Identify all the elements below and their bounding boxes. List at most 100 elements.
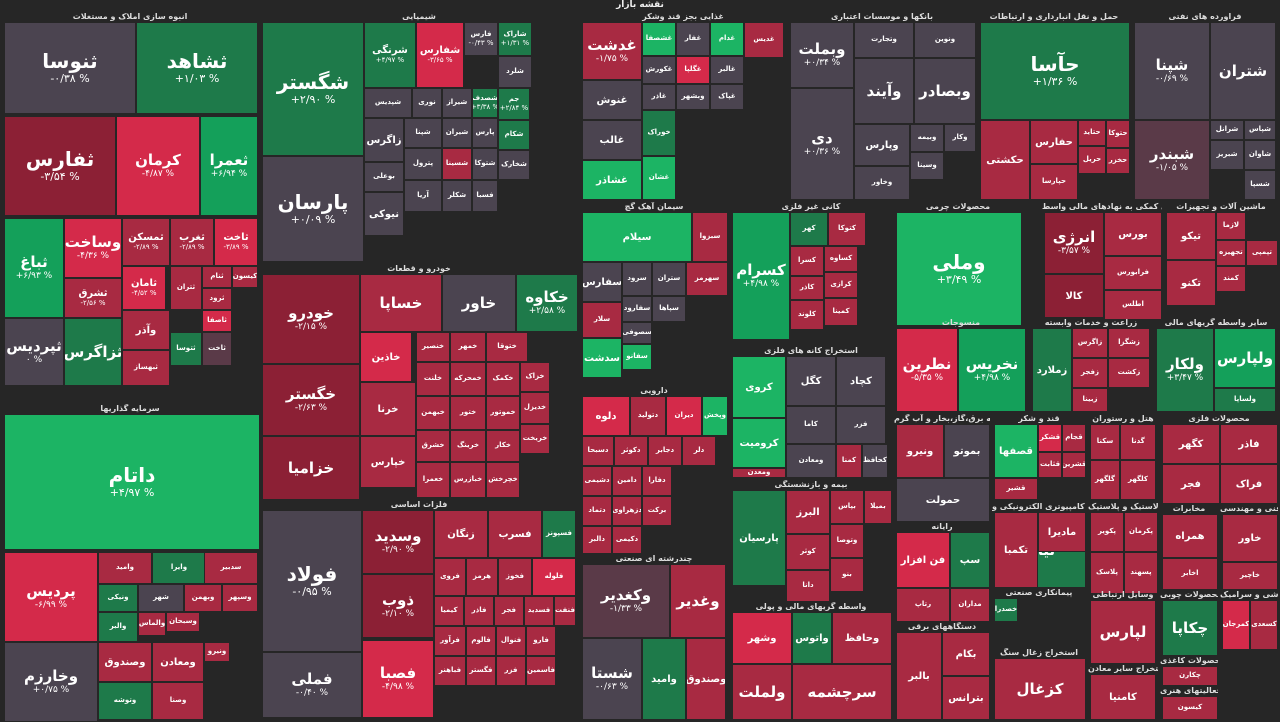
stock-tile[interactable]: آریا [404,180,442,212]
stock-tile[interactable]: ثزاگرس [64,318,122,386]
stock-tile[interactable]: شگستر +۲/۹۰ % [262,22,364,156]
stock-tile[interactable]: ثتران [170,266,202,310]
stock-tile[interactable]: ثاصفا [202,310,232,332]
stock-tile[interactable]: شپنا [404,118,442,148]
stock-tile[interactable]: کلوند [790,300,824,330]
stock-tile[interactable]: کیسون [232,266,258,288]
stock-tile[interactable]: فارس -۰/۴۳ % [464,22,498,56]
stock-tile[interactable]: خمحرکه [450,362,486,396]
stock-tile[interactable]: وامید [98,552,152,584]
stock-tile[interactable]: ونیکی [98,584,138,612]
stock-tile[interactable]: رتاپ [896,588,950,622]
stock-tile[interactable]: شرانل [1210,120,1244,140]
stock-tile[interactable]: دتماد [582,496,612,526]
stock-tile[interactable]: غالبر [710,56,744,84]
stock-tile[interactable]: لازما [1216,212,1246,240]
stock-tile[interactable]: فسدید [524,596,554,626]
stock-tile[interactable]: ثفارس -۳/۵۴ % [4,116,116,216]
stock-tile[interactable]: خزاک [520,362,550,392]
stock-tile[interactable]: فنفت [554,596,576,626]
stock-tile[interactable]: ختوقا [486,332,528,362]
stock-tile[interactable]: قصفها [994,424,1038,478]
stock-tile[interactable]: فرآور [434,626,466,656]
stock-tile[interactable]: پارسان +۰/۰۹ % [262,156,364,262]
stock-tile[interactable]: فسپونز [542,510,576,558]
stock-tile[interactable]: اطلس [1104,290,1162,320]
stock-tile[interactable]: ثغرب -۲/۸۹ % [170,218,214,266]
stock-tile[interactable]: خکمک [486,362,520,396]
stock-tile[interactable]: خبهمن [416,396,450,430]
stock-tile[interactable]: فاذر [464,596,494,626]
stock-tile[interactable]: پارس [472,118,498,148]
stock-tile[interactable]: فخوز [498,558,532,596]
stock-tile[interactable]: دانا [786,570,830,602]
stock-tile[interactable]: کحافظ [862,444,888,478]
stock-tile[interactable]: دسبحا [582,436,614,466]
stock-tile[interactable]: ثپردیس ۰ % [4,318,64,386]
stock-tile[interactable]: پردیس -۶/۹۹ % [4,552,98,642]
stock-tile[interactable]: کاذر [790,276,824,300]
stock-tile[interactable]: نوری [412,88,442,118]
stock-tile[interactable]: جم +۲/۸۴ % [498,88,530,120]
stock-tile[interactable]: ولملت [732,664,792,720]
stock-tile[interactable]: تجهیزه [1216,240,1246,266]
stock-tile[interactable]: کیمیا [434,596,464,626]
stock-tile[interactable]: ثباغ +۶/۹۳ % [4,218,64,318]
stock-tile[interactable]: ثشرق -۲/۵۶ % [64,278,122,318]
stock-tile[interactable]: ثتوسا [170,332,202,366]
stock-tile[interactable]: فزر [836,406,886,444]
stock-tile[interactable]: وکغدیر -۱/۳۳ % [582,564,670,638]
stock-tile[interactable]: شرنگی +۴/۹۷ % [364,22,416,88]
stock-tile[interactable]: هرمز [466,558,498,596]
stock-tile[interactable]: کمنا [836,444,862,478]
stock-tile[interactable]: پکویر [1090,512,1124,552]
stock-tile[interactable]: فسرب [488,510,542,558]
stock-tile[interactable]: فباهنر [434,656,466,686]
stock-tile[interactable]: سلار [582,302,622,338]
stock-tile[interactable]: خصدرا [994,598,1018,622]
stock-tile[interactable]: اخابر [1162,558,1218,590]
stock-tile[interactable]: سفارود [622,296,652,322]
stock-tile[interactable]: دجابر [648,436,682,466]
stock-tile[interactable]: ذوب -۲/۱۰ % [362,574,434,638]
stock-tile[interactable]: سپاها [652,296,686,322]
stock-tile[interactable]: سدبیر [204,552,258,584]
stock-tile[interactable]: فجر [1162,464,1220,504]
stock-tile[interactable]: وبصادر [914,58,976,124]
stock-tile[interactable]: کمینا [824,298,858,326]
stock-tile[interactable]: حکشتی [980,120,1030,200]
stock-tile[interactable]: غشصفا [642,22,676,56]
stock-tile[interactable]: خرنا [360,382,416,436]
stock-tile[interactable]: خنصیر [416,332,450,362]
stock-tile[interactable]: وبشهر [676,84,710,110]
stock-tile[interactable]: غشاذر [582,160,642,200]
stock-tile[interactable]: داتام +۴/۹۷ % [4,414,260,550]
stock-tile[interactable]: کلگهر [1120,460,1156,500]
stock-tile[interactable]: غشان [642,156,676,200]
stock-tile[interactable]: زنگان [434,510,488,558]
stock-tile[interactable]: زملارد [1032,328,1072,412]
stock-tile[interactable]: زکشت [1108,358,1150,388]
stock-tile[interactable]: دفارا [642,466,672,496]
stock-tile[interactable]: ولکار +۳/۴۷ % [1156,328,1214,412]
stock-tile[interactable]: کرازی [824,272,858,298]
stock-tile[interactable]: پترول [404,148,442,180]
stock-tile[interactable]: غپاک [710,84,744,110]
stock-tile[interactable]: فن افزار [896,532,950,588]
stock-tile[interactable]: غدیس [744,22,784,58]
stock-tile[interactable]: ولساپا [1214,388,1276,412]
stock-tile[interactable]: فگستر [466,656,496,686]
stock-tile[interactable]: بمیلا [864,490,892,524]
stock-tile[interactable]: شبندر -۱/۰۵ % [1134,120,1210,200]
stock-tile[interactable]: قجام [1062,424,1086,452]
stock-tile[interactable]: وسپهر [222,584,258,612]
stock-tile[interactable]: بنو [830,558,864,592]
stock-tile[interactable]: کسعدی [1250,600,1278,650]
stock-tile[interactable]: کساوه [824,246,858,272]
stock-tile[interactable]: خبازرس [450,462,486,498]
stock-tile[interactable]: کرمان -۴/۸۷ % [116,116,200,216]
stock-tile[interactable]: وملی +۳/۴۹ % [896,212,1022,326]
stock-tile[interactable]: شتران [1210,22,1276,120]
stock-tile[interactable]: حتاید [1078,120,1106,146]
stock-tile[interactable]: ولپارس [1214,328,1276,388]
